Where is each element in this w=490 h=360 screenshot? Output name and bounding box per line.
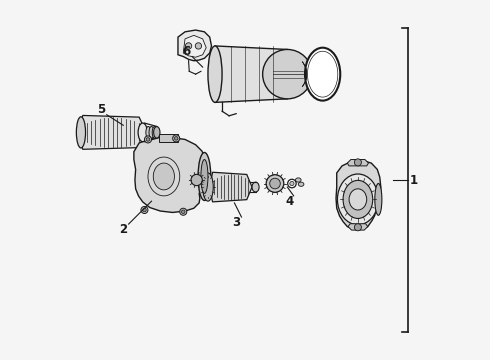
Ellipse shape xyxy=(181,210,185,213)
Ellipse shape xyxy=(76,117,86,148)
Ellipse shape xyxy=(270,178,280,189)
Polygon shape xyxy=(336,160,381,229)
Polygon shape xyxy=(210,172,252,202)
Ellipse shape xyxy=(195,43,201,49)
Ellipse shape xyxy=(172,135,180,142)
Ellipse shape xyxy=(191,174,202,186)
Ellipse shape xyxy=(263,49,312,99)
Bar xyxy=(159,134,178,142)
Ellipse shape xyxy=(252,182,259,192)
Ellipse shape xyxy=(354,224,362,231)
Polygon shape xyxy=(183,35,206,57)
Polygon shape xyxy=(348,224,368,230)
Ellipse shape xyxy=(203,173,213,201)
Ellipse shape xyxy=(149,126,154,138)
Polygon shape xyxy=(134,137,209,212)
Ellipse shape xyxy=(185,43,192,49)
Text: 5: 5 xyxy=(97,103,105,116)
Text: 1: 1 xyxy=(410,174,417,186)
Polygon shape xyxy=(79,116,146,149)
Ellipse shape xyxy=(146,126,151,138)
Text: 2: 2 xyxy=(119,223,127,236)
Ellipse shape xyxy=(146,138,150,141)
Ellipse shape xyxy=(180,208,187,215)
Ellipse shape xyxy=(154,127,160,138)
Text: 3: 3 xyxy=(232,216,240,229)
Ellipse shape xyxy=(153,163,174,190)
Polygon shape xyxy=(347,159,368,166)
Ellipse shape xyxy=(138,123,147,142)
Ellipse shape xyxy=(349,189,367,210)
Text: 4: 4 xyxy=(285,195,293,208)
Ellipse shape xyxy=(343,180,373,219)
Ellipse shape xyxy=(145,136,151,143)
Ellipse shape xyxy=(288,179,296,188)
Ellipse shape xyxy=(290,181,294,186)
Ellipse shape xyxy=(141,207,148,213)
Ellipse shape xyxy=(198,153,211,201)
Ellipse shape xyxy=(375,184,382,215)
Ellipse shape xyxy=(143,208,146,212)
Ellipse shape xyxy=(307,51,338,97)
Polygon shape xyxy=(178,30,212,61)
Ellipse shape xyxy=(305,48,340,100)
Ellipse shape xyxy=(208,46,222,102)
Ellipse shape xyxy=(295,178,301,182)
Text: 6: 6 xyxy=(183,45,191,58)
Ellipse shape xyxy=(201,159,208,193)
Ellipse shape xyxy=(152,126,157,138)
Ellipse shape xyxy=(298,182,304,186)
Ellipse shape xyxy=(338,174,378,225)
Ellipse shape xyxy=(354,159,362,166)
Polygon shape xyxy=(215,46,287,102)
Ellipse shape xyxy=(266,175,284,192)
Ellipse shape xyxy=(174,136,178,140)
